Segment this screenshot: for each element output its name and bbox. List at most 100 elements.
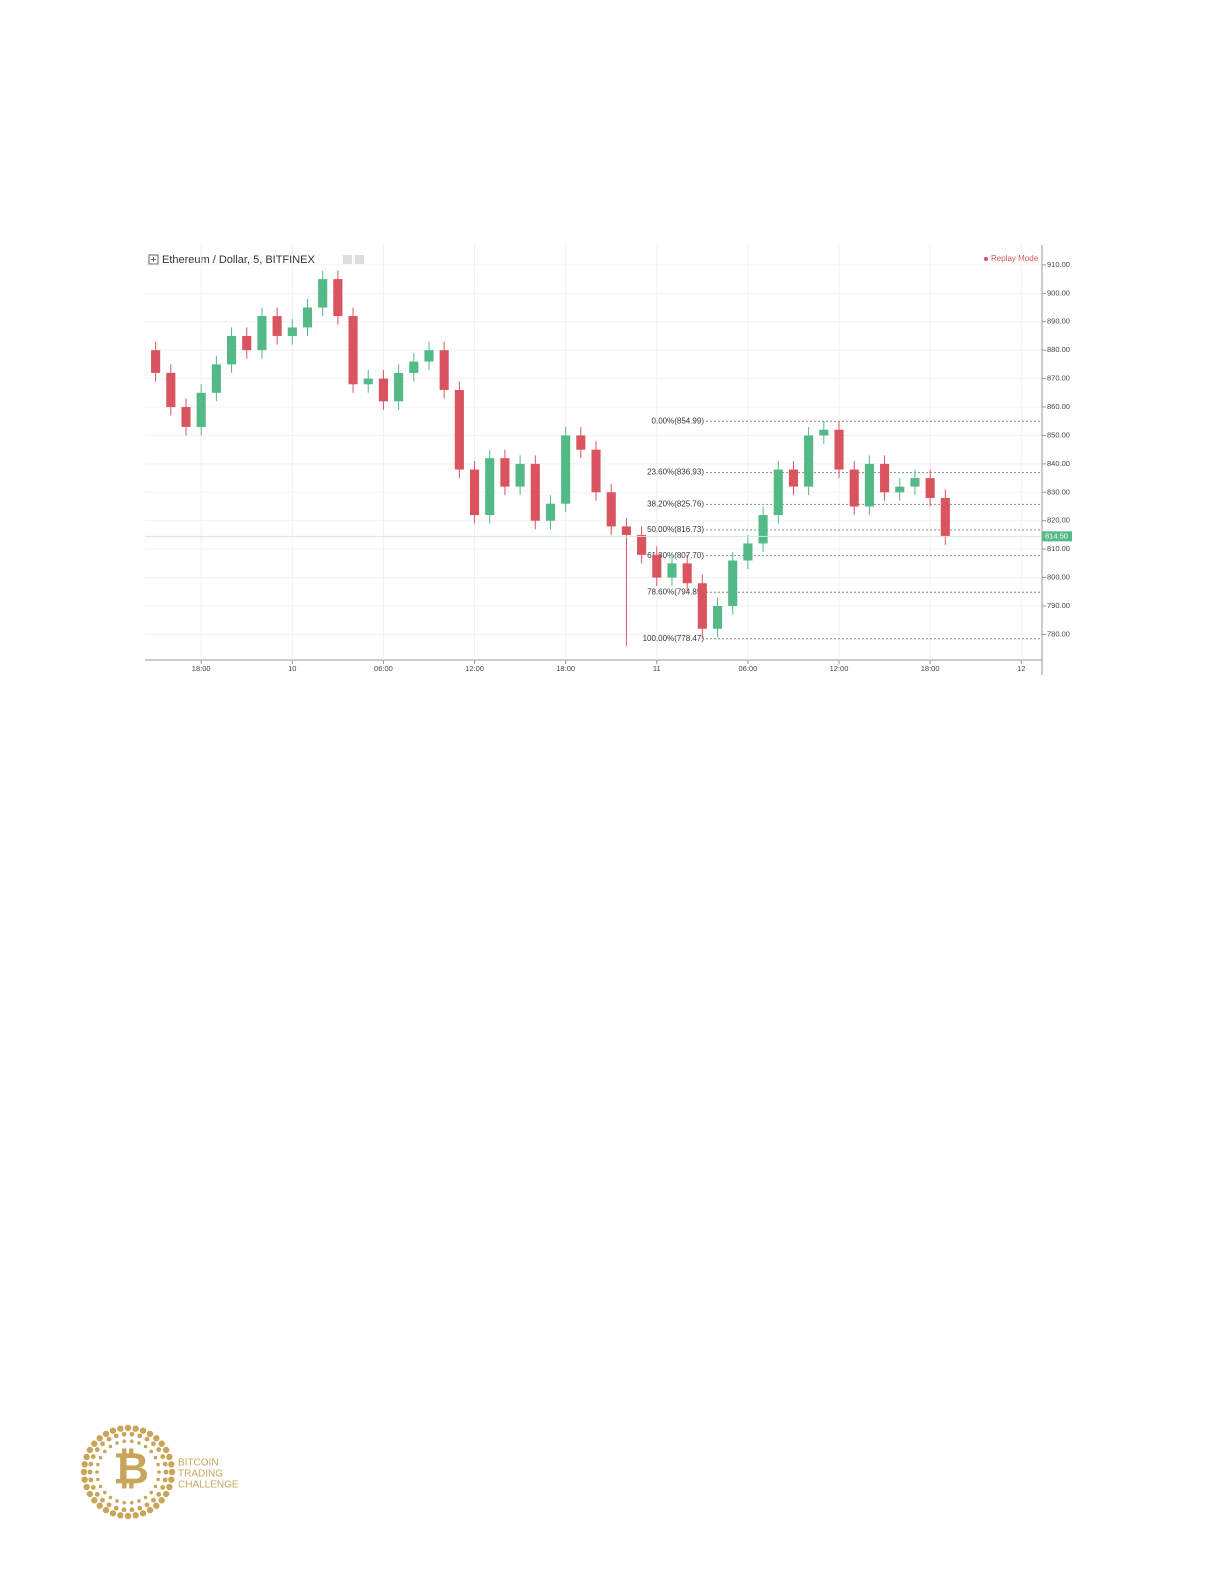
- candle-body: [196, 392, 206, 427]
- candle-body: [166, 372, 176, 408]
- candle-body: [227, 335, 237, 365]
- logo-dot: [106, 1436, 112, 1442]
- candle-body: [272, 316, 282, 336]
- candle-body: [804, 435, 814, 487]
- y-tick-label: 870.00: [1047, 374, 1070, 383]
- candle-body: [348, 316, 358, 385]
- logo-dot: [83, 1453, 90, 1461]
- logo-dot: [162, 1461, 168, 1467]
- logo-dot: [86, 1446, 94, 1454]
- candle-body: [500, 458, 510, 487]
- x-tick-label: 12:00: [465, 664, 484, 673]
- candle-body: [712, 605, 723, 629]
- y-tick-label: 910.00: [1047, 260, 1070, 269]
- candle-body: [363, 378, 373, 385]
- logo-dot: [81, 1461, 88, 1468]
- logo-dot: [162, 1477, 168, 1483]
- logo-dot: [87, 1469, 93, 1475]
- logo-dot: [95, 1470, 99, 1474]
- logo-dot: [98, 1484, 103, 1489]
- toolbar-icon: [355, 255, 364, 264]
- candle-body: [910, 478, 920, 487]
- logo-dot: [157, 1470, 161, 1474]
- fib-label: 38.20%(825.76): [647, 499, 704, 508]
- logo-dot: [129, 1507, 135, 1513]
- logo-dot: [163, 1469, 169, 1475]
- logo-dot: [109, 1427, 117, 1434]
- y-tick-label: 820.00: [1047, 516, 1070, 525]
- y-tick-label: 850.00: [1047, 430, 1070, 439]
- logo-dot: [153, 1435, 160, 1442]
- candle-body: [591, 449, 601, 493]
- x-tick-label: 18:00: [192, 664, 211, 673]
- logo-dot: [129, 1431, 135, 1437]
- logo-dot: [168, 1476, 175, 1483]
- logo-text: TRADING: [178, 1469, 223, 1480]
- candle-body: [439, 350, 449, 390]
- logo-dot: [102, 1506, 110, 1514]
- logo-dot: [146, 1430, 154, 1438]
- logo-dot: [156, 1491, 162, 1497]
- y-tick-label: 840.00: [1047, 459, 1070, 468]
- toolbar-icon: [343, 255, 352, 264]
- logo-dot: [166, 1483, 173, 1491]
- logo-dot: [96, 1477, 100, 1482]
- last-price-tag: [1042, 531, 1072, 542]
- x-tick-label: 12: [1017, 664, 1025, 673]
- x-tick-label: 18:00: [921, 664, 940, 673]
- fib-label: 50.00%(816.73): [647, 525, 704, 534]
- logo-dot: [80, 1468, 88, 1476]
- logo-dot: [108, 1495, 113, 1500]
- candle-body: [940, 497, 950, 537]
- logo-dot: [91, 1497, 98, 1504]
- logo-dot: [156, 1477, 160, 1482]
- candle-body: [333, 279, 343, 317]
- fib-label: 78.60%(794.85): [647, 587, 704, 596]
- logo-dot: [94, 1447, 100, 1453]
- candle-body: [637, 534, 647, 555]
- candle-body: [257, 316, 267, 351]
- status-dot: [984, 257, 988, 261]
- candle-body: [728, 560, 738, 606]
- logo-dot: [121, 1507, 127, 1513]
- logo-dot: [96, 1435, 103, 1442]
- logo-dot: [139, 1510, 147, 1517]
- candle-body: [545, 503, 556, 521]
- candle-body: [424, 350, 434, 362]
- chart-bg: [145, 245, 1080, 675]
- y-tick-label: 800.00: [1047, 573, 1070, 582]
- logo-dot: [137, 1499, 141, 1503]
- logo-dot: [129, 1439, 134, 1444]
- candle-body: [606, 492, 616, 527]
- candle-body: [743, 543, 753, 561]
- logo-dot: [168, 1461, 175, 1468]
- candle-body: [652, 554, 662, 578]
- y-tick-label: 780.00: [1047, 629, 1070, 638]
- logo-dot: [158, 1497, 165, 1504]
- y-tick-label: 890.00: [1047, 317, 1070, 326]
- x-tick-label: 12:00: [830, 664, 849, 673]
- logo-dot: [132, 1512, 139, 1519]
- logo-dot: [156, 1462, 160, 1467]
- logo-dot: [151, 1497, 156, 1503]
- logo-dot: [113, 1505, 119, 1511]
- last-price-label: 814.50: [1045, 531, 1068, 540]
- logo-dot: [144, 1502, 150, 1508]
- candle-body: [834, 429, 844, 470]
- logo-dot: [100, 1497, 105, 1503]
- chart: Ethereum / Dollar, 5, BITFINEX Replay Mo…: [145, 245, 1080, 675]
- candle-body: [667, 563, 677, 578]
- logo-dot: [113, 1433, 119, 1439]
- x-tick-label: 06:00: [739, 664, 758, 673]
- logo-ring: [80, 1424, 176, 1520]
- logo-dot: [149, 1490, 154, 1495]
- x-tick-label: 11: [653, 664, 661, 673]
- candle-body: [211, 364, 221, 393]
- logo-dot: [160, 1485, 166, 1490]
- y-tick-label: 860.00: [1047, 402, 1070, 411]
- candle-body: [302, 307, 313, 328]
- collapse-icon: [148, 254, 159, 265]
- logo-dot: [168, 1468, 176, 1476]
- fib-label: 100.00%(778.47): [643, 634, 705, 643]
